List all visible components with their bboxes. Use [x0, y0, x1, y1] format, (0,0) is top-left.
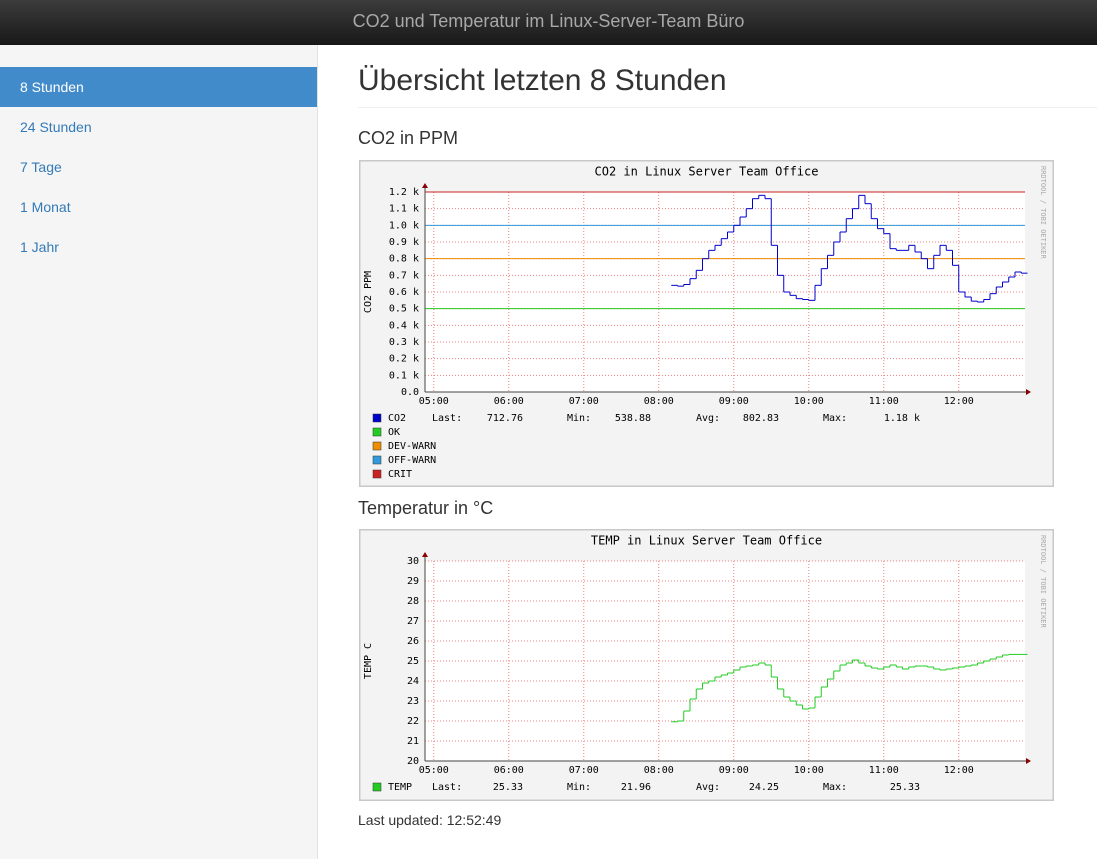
x-tick-label: 10:00: [794, 765, 824, 776]
stat-value: 25.33: [493, 782, 523, 793]
stat-value: 802.83: [743, 413, 779, 424]
x-tick-label: 05:00: [419, 765, 449, 776]
y-tick-label: 0.6 k: [389, 287, 419, 298]
y-tick-label: 0.0: [401, 387, 419, 398]
stat-value: 1.18 k: [884, 413, 920, 424]
legend-swatch: [372, 782, 382, 792]
divider: [358, 107, 1097, 108]
nav-link[interactable]: 24 Stunden: [20, 119, 92, 135]
stat-label: Max:: [823, 782, 847, 793]
y-tick-label: 1.2 k: [389, 187, 419, 198]
legend-swatch: [372, 455, 382, 465]
x-tick-label: 08:00: [644, 396, 674, 407]
x-tick-label: 05:00: [419, 396, 449, 407]
x-tick-label: 07:00: [569, 396, 599, 407]
y-tick-label: 23: [407, 696, 419, 707]
x-tick-label: 09:00: [719, 396, 749, 407]
y-tick-label: 24: [407, 676, 419, 687]
y-tick-label: 30: [407, 556, 419, 567]
axis-arrow: [1026, 758, 1031, 764]
y-tick-label: 29: [407, 576, 419, 587]
y-tick-label: 27: [407, 616, 419, 627]
x-tick-label: 07:00: [569, 765, 599, 776]
stat-value: 712.76: [487, 413, 523, 424]
x-tick-label: 12:00: [944, 396, 974, 407]
section-title: CO2 in PPM: [358, 128, 459, 148]
legend-swatch: [372, 441, 382, 451]
legend-label: OFF-WARN: [388, 455, 436, 466]
graph-title: TEMP in Linux Server Team Office: [591, 534, 822, 548]
x-tick-label: 12:00: [944, 765, 974, 776]
nav-link[interactable]: 1 Jahr: [20, 239, 59, 255]
stat-label: Min:: [567, 413, 591, 424]
y-axis-label: TEMP C: [363, 643, 374, 679]
legend-label: CO2: [388, 413, 406, 424]
y-axis-label: CO2 PPM: [363, 271, 374, 313]
x-tick-label: 09:00: [719, 765, 749, 776]
header-title: CO2 und Temperatur im Linux-Server-Team …: [0, 0, 1097, 45]
x-tick-label: 11:00: [869, 396, 899, 407]
legend-label: CRIT: [388, 469, 412, 480]
y-tick-label: 22: [407, 716, 419, 727]
y-tick-label: 1.1 k: [389, 204, 419, 215]
section-title: Temperatur in °C: [358, 498, 494, 518]
y-tick-label: 26: [407, 636, 419, 647]
stat-value: 25.33: [890, 782, 920, 793]
y-tick-label: 0.5 k: [389, 304, 419, 315]
graph-title: CO2 in Linux Server Team Office: [595, 165, 819, 179]
nav-link[interactable]: 8 Stunden: [0, 67, 317, 107]
legend-label: OK: [388, 427, 400, 438]
nav-link[interactable]: 1 Monat: [20, 199, 71, 215]
stat-label: Avg:: [696, 413, 720, 424]
watermark: RRDTOOL / TOBI OETIKER: [1039, 535, 1047, 629]
x-tick-label: 11:00: [869, 765, 899, 776]
legend-label: DEV-WARN: [388, 441, 436, 452]
axis-arrow: [422, 183, 428, 188]
watermark: RRDTOOL / TOBI OETIKER: [1039, 166, 1047, 260]
sidebar: 8 Stunden 24 Stunden 7 Tage 1 Monat 1 Ja…: [0, 45, 318, 859]
legend-swatch: [372, 413, 382, 423]
stat-label: Last:: [432, 413, 462, 424]
axis-arrow: [1026, 389, 1031, 395]
stat-label: Min:: [567, 782, 591, 793]
stat-label: Max:: [823, 413, 847, 424]
legend-label: TEMP: [388, 782, 412, 793]
last-updated: Last updated: 12:52:49: [358, 812, 502, 828]
y-tick-label: 21: [407, 736, 419, 747]
co2-graph: CO2 in Linux Server Team Office CO2 PPM RR…: [359, 160, 1054, 487]
stat-label: Last:: [432, 782, 462, 793]
axis-arrow: [422, 552, 428, 557]
x-tick-label: 06:00: [494, 765, 524, 776]
y-tick-label: 1.0 k: [389, 220, 419, 231]
y-tick-label: 20: [407, 756, 419, 767]
y-tick-label: 0.7 k: [389, 270, 419, 281]
y-tick-label: 0.2 k: [389, 354, 419, 365]
nav-link[interactable]: 7 Tage: [20, 159, 62, 175]
stat-value: 24.25: [749, 782, 779, 793]
temp-graph: TEMP in Linux Server Team Office TEMP C RR…: [359, 529, 1054, 801]
y-tick-label: 0.3 k: [389, 337, 419, 348]
y-tick-label: 0.4 k: [389, 320, 419, 331]
legend-swatch: [372, 469, 382, 479]
y-tick-label: 0.1 k: [389, 370, 419, 381]
y-tick-label: 0.9 k: [389, 237, 419, 248]
x-tick-label: 06:00: [494, 396, 524, 407]
x-tick-label: 10:00: [794, 396, 824, 407]
legend-swatch: [372, 427, 382, 437]
y-tick-label: 25: [407, 656, 419, 667]
stat-value: 21.96: [621, 782, 651, 793]
x-tick-label: 08:00: [644, 765, 674, 776]
page-title: Übersicht letzten 8 Stunden: [358, 64, 727, 97]
y-tick-label: 0.8 k: [389, 254, 419, 265]
stat-value: 538.88: [615, 413, 651, 424]
stat-label: Avg:: [696, 782, 720, 793]
y-tick-label: 28: [407, 596, 419, 607]
